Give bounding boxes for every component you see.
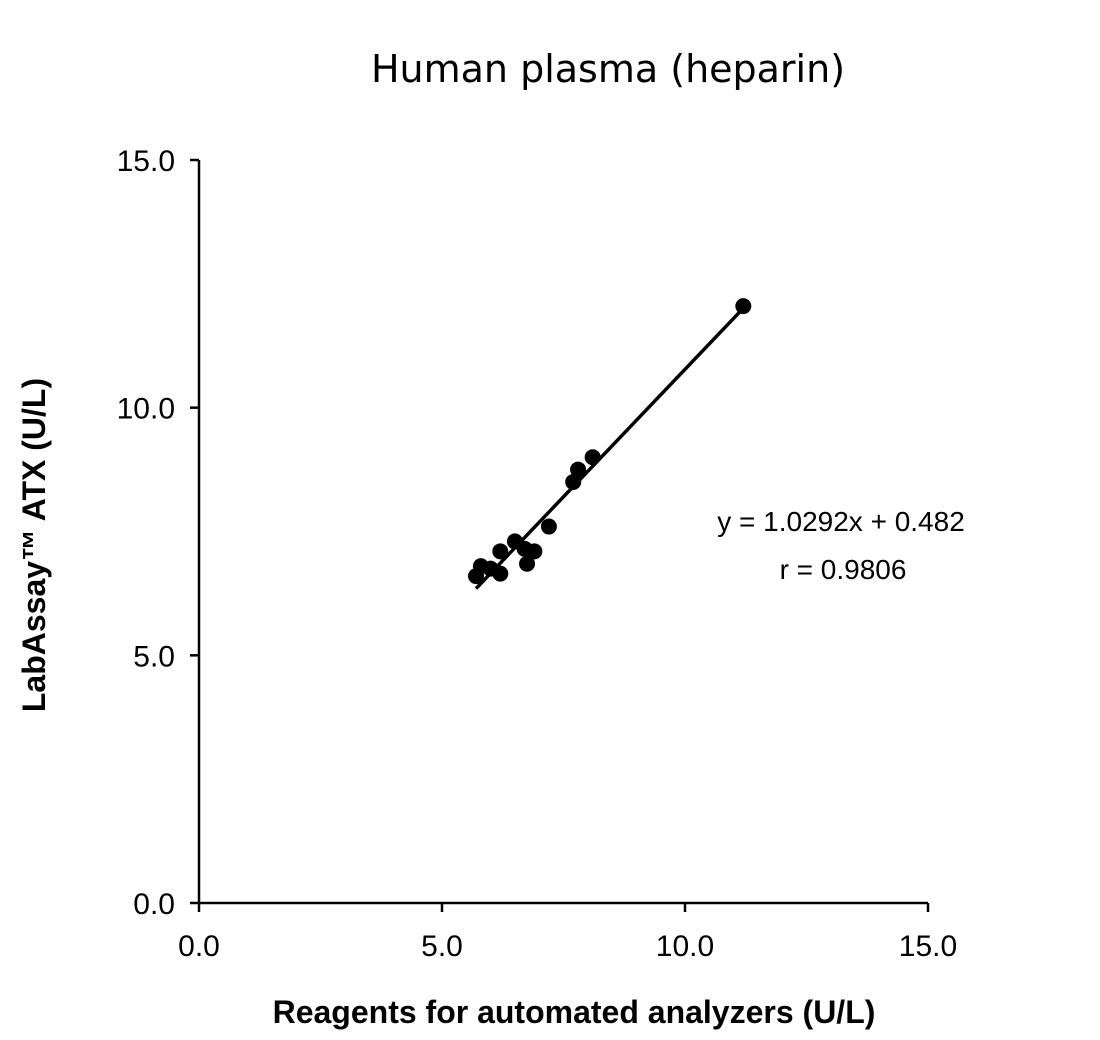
axes bbox=[197, 160, 928, 905]
x-tick-label: 5.0 bbox=[421, 930, 463, 963]
x-tick-label: 0.0 bbox=[178, 930, 220, 963]
y-tick-label: 10.0 bbox=[117, 393, 175, 426]
data-point bbox=[526, 543, 543, 560]
data-point bbox=[492, 565, 509, 582]
data-point bbox=[565, 473, 582, 490]
data-point bbox=[570, 461, 587, 478]
x-axis-label: Reagents for automated analyzers (U/L) bbox=[273, 994, 876, 1030]
y-tick-label: 15.0 bbox=[117, 145, 175, 178]
x-tick-label: 10.0 bbox=[656, 930, 714, 963]
data-point bbox=[584, 449, 601, 466]
regression-equation: y = 1.0292x + 0.482 bbox=[717, 506, 965, 537]
chart-title: Human plasma (heparin) bbox=[371, 47, 845, 91]
data-point bbox=[540, 518, 557, 535]
data-points bbox=[468, 298, 752, 585]
data-point bbox=[492, 543, 509, 560]
y-axis-label: LabAssay™ ATX (U/L) bbox=[16, 378, 52, 712]
y-ticks: 0.0 5.0 10.0 15.0 bbox=[117, 145, 199, 921]
data-point bbox=[735, 298, 752, 315]
y-tick-label: 5.0 bbox=[133, 640, 175, 673]
correlation-coefficient: r = 0.9806 bbox=[780, 554, 907, 585]
x-ticks: 0.0 5.0 10.0 15.0 bbox=[178, 903, 957, 963]
x-tick-label: 15.0 bbox=[899, 930, 957, 963]
data-point bbox=[519, 555, 536, 572]
y-tick-label: 0.0 bbox=[133, 888, 175, 921]
